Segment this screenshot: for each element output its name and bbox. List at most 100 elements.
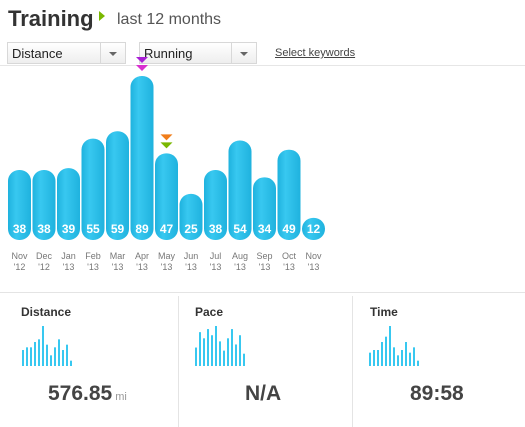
chart-bar[interactable]	[130, 76, 154, 240]
chart-bar[interactable]	[57, 168, 80, 240]
sparkline-bar	[46, 344, 48, 366]
chart-bar[interactable]	[277, 149, 301, 240]
chart-bar[interactable]	[253, 177, 276, 240]
sparkline-bar	[58, 339, 60, 366]
metric-dropdown-value: Distance	[12, 46, 63, 61]
stat-distance: Distance 576.85 mi	[0, 293, 178, 427]
dropdown-separator	[100, 43, 101, 63]
x-tick-month: Sep	[256, 251, 272, 261]
sparkline-bar	[195, 347, 197, 366]
activity-dropdown-value: Running	[144, 46, 193, 61]
sparkline-bar	[66, 344, 68, 366]
x-tick-year: '13	[136, 262, 148, 272]
chart-bar[interactable]	[179, 193, 203, 240]
bar-value-label: 47	[160, 222, 174, 236]
x-tick-month: Aug	[232, 251, 248, 261]
sparkline-bar	[50, 355, 52, 366]
bar-value-label: 59	[111, 222, 125, 236]
sparkline-bar	[405, 342, 407, 366]
sparkline-bar	[385, 336, 387, 366]
bar-value-label: 39	[62, 222, 76, 236]
sparkline-bar	[211, 335, 213, 366]
stat-value-number: 89:58	[410, 382, 464, 405]
bar-value-label: 38	[13, 222, 27, 236]
sparkline-bar	[42, 326, 44, 366]
bar-value-label: 38	[209, 222, 223, 236]
sparkline-bar	[62, 350, 64, 366]
chevron-down-icon	[109, 52, 117, 56]
x-tick-month: Feb	[85, 251, 101, 261]
x-tick-month: Nov	[305, 251, 322, 261]
stat-label: Pace	[195, 305, 224, 319]
goal-marker-icon	[136, 65, 148, 71]
sparkline-bar	[227, 338, 229, 366]
sparkline-bar	[239, 335, 241, 366]
sparkline-bar	[207, 329, 209, 366]
x-tick-month: Mar	[110, 251, 126, 261]
sparkline-bar	[26, 347, 28, 366]
bar-value-label: 34	[258, 222, 272, 236]
sparkline-bar	[381, 342, 383, 366]
sparkline-bar	[54, 347, 56, 366]
chart-bar[interactable]	[32, 169, 56, 240]
stat-label: Time	[370, 305, 398, 319]
x-tick-year: '13	[308, 262, 320, 272]
sparkline-bar	[393, 347, 395, 366]
sparkline-bar	[34, 342, 36, 366]
sparkline-bar	[223, 350, 225, 366]
x-tick-year: '13	[161, 262, 173, 272]
x-tick-year: '12	[38, 262, 50, 272]
x-tick-year: '13	[112, 262, 124, 272]
sparkline-bar	[409, 352, 411, 366]
x-tick-year: '12	[14, 262, 26, 272]
page-subtitle: last 12 months	[117, 11, 222, 28]
sparkline-bar	[231, 329, 233, 366]
bar-value-label: 89	[135, 222, 149, 236]
sparkline-bar	[199, 332, 201, 366]
x-tick-year: '13	[283, 262, 295, 272]
goal-marker-icon	[160, 142, 173, 149]
chart-bar[interactable]	[302, 217, 325, 240]
stat-value: 89:58	[410, 382, 464, 406]
x-tick-month: Oct	[282, 251, 297, 261]
select-keywords-link[interactable]: Select keywords	[275, 47, 356, 59]
metric-dropdown[interactable]: Distance	[7, 42, 126, 64]
chart-bar[interactable]	[81, 138, 105, 240]
x-tick-month: Jul	[210, 251, 222, 261]
bar-value-label: 38	[37, 222, 51, 236]
sparkline-bar	[417, 360, 419, 366]
x-tick-year: '13	[234, 262, 246, 272]
chart-bar[interactable]	[228, 140, 252, 240]
monthly-distance-chart: 38Nov'1238Dec'1239Jan'1355Feb'1359Mar'13…	[8, 57, 325, 272]
x-tick-month: Dec	[36, 251, 53, 261]
sparkline-bar	[243, 353, 245, 366]
sparkline-bar	[30, 347, 32, 366]
x-tick-month: Jun	[184, 251, 199, 261]
chart-bar[interactable]	[8, 169, 31, 240]
dropdown-separator	[231, 43, 232, 63]
stat-divider	[352, 296, 353, 427]
sparkline-bar	[389, 326, 391, 366]
chart-bar[interactable]	[106, 131, 129, 240]
stat-time: Time 89:58	[352, 293, 525, 427]
sparkline-bar	[219, 341, 221, 366]
chart-bar[interactable]	[155, 153, 178, 240]
stat-value-number: N/A	[245, 382, 282, 405]
stat-value: 576.85 mi	[48, 382, 127, 406]
distance-sparkline	[22, 326, 72, 366]
goal-marker-icon	[160, 134, 173, 141]
activity-dropdown[interactable]: Running	[139, 42, 257, 64]
stat-divider	[178, 296, 179, 427]
pace-sparkline	[195, 326, 245, 366]
x-tick-year: '13	[63, 262, 75, 272]
page-title: Training	[8, 6, 94, 31]
x-tick-year: '13	[87, 262, 99, 272]
chart-bar[interactable]	[204, 169, 227, 240]
x-tick-year: '13	[185, 262, 197, 272]
sparkline-bar	[203, 338, 205, 366]
stat-value: N/A	[245, 382, 281, 406]
play-arrow-icon	[99, 11, 105, 21]
sparkline-bar	[397, 355, 399, 366]
sparkline-bar	[369, 352, 371, 366]
time-sparkline	[369, 326, 419, 366]
